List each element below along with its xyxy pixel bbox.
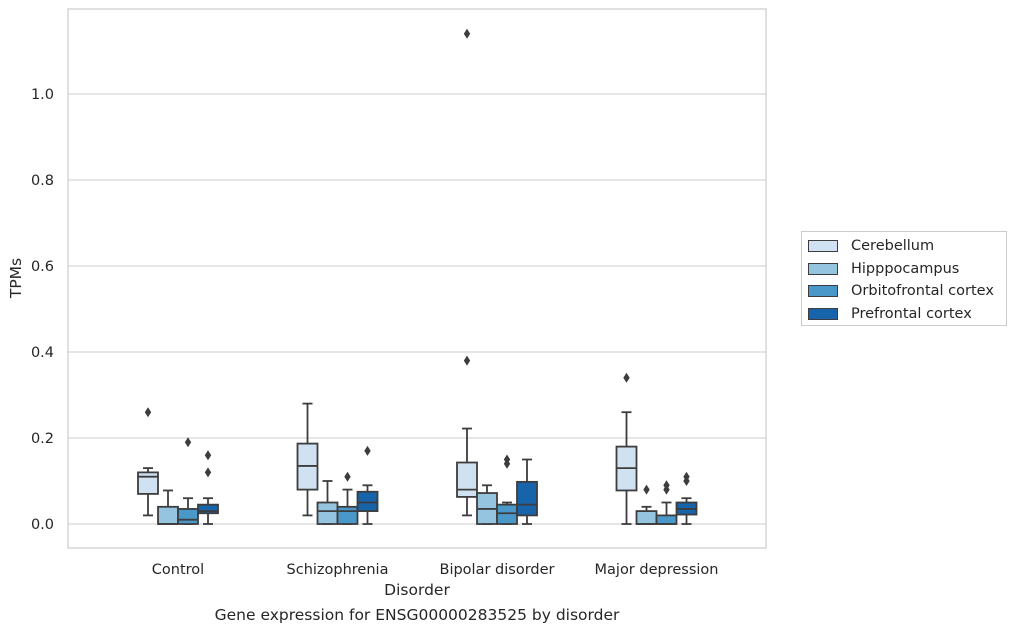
y-tick-label: 0.6 [31,259,54,275]
outlier-point [204,450,212,461]
outlier-point [623,372,630,383]
legend-label-cerebellum: Cerebellum [851,238,935,255]
box-iqr [516,480,538,517]
legend-label-hippocampus: Hipppocampus [851,260,960,277]
y-tick-label: 0.4 [31,345,54,361]
outlier-point [503,454,511,465]
box-iqr [655,514,678,525]
box-iqr [177,508,199,525]
legend-item-prefrontal: Prefrontal cortex [808,303,1006,326]
outlier-point [663,480,670,491]
legend-swatch-hippocampus [808,262,838,275]
y-axis-label: TPMs [7,258,25,299]
x-tick-label: Schizophrenia [287,562,389,578]
legend-swatch-orbitofrontal [808,285,838,298]
figure-caption: Gene expression for ENSG00000283525 by d… [214,606,620,624]
box-iqr [197,503,219,515]
outlier-point [144,407,152,418]
outlier-point [204,467,212,478]
outlier-point [184,437,192,448]
legend-item-hippocampus: Hipppocampus [808,258,1006,281]
outlier-point [364,445,371,456]
box-iqr [336,505,359,525]
box-iqr [157,505,179,525]
x-axis-label: Disorder [384,581,450,599]
box-iqr [137,471,159,495]
y-tick-label: 1.0 [31,87,54,103]
plot-frame [67,8,767,549]
chart-legend: Cerebellum Hipppocampus Orbitofrontal co… [801,231,1007,326]
legend-label-prefrontal: Prefrontal cortex [851,305,972,322]
x-tick-label: Control [152,562,204,578]
outlier-point [463,28,471,39]
box-iqr [456,461,478,498]
legend-item-orbitofrontal: Orbitofrontal cortex [808,280,1006,303]
legend-label-orbitofrontal: Orbitofrontal cortex [851,283,994,300]
outlier-point [683,471,690,482]
box-iqr [635,510,658,525]
legend-item-cerebellum: Cerebellum [808,235,1006,258]
outlier-point [344,471,351,482]
legend-swatch-cerebellum [808,240,838,253]
outlier-point [463,355,471,366]
box-iqr [356,490,379,513]
y-tick-label: 0.0 [31,517,54,533]
box-iqr [496,503,518,525]
outlier-point [643,484,650,495]
y-tick-label: 0.8 [31,173,54,189]
x-tick-label: Major depression [595,562,719,578]
legend-swatch-prefrontal [808,307,838,320]
box-iqr [316,501,339,525]
x-tick-label: Bipolar disorder [440,562,555,578]
y-tick-label: 0.2 [31,431,54,447]
